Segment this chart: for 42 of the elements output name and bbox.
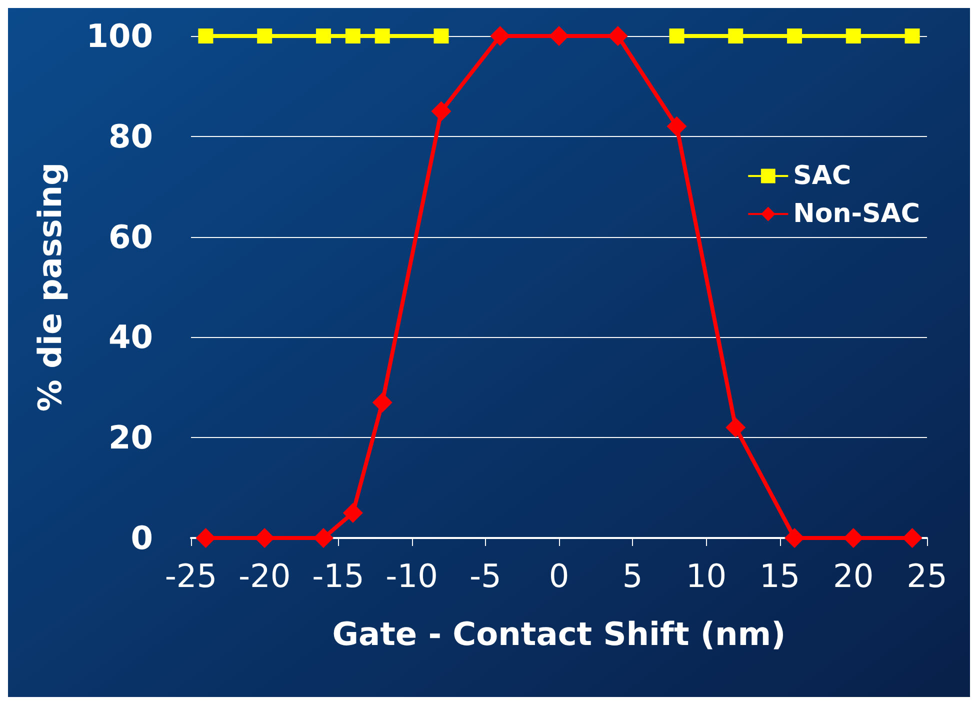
point: [198, 28, 214, 44]
point: [902, 528, 922, 548]
point: [490, 26, 510, 46]
y-tick-label: 60: [108, 218, 153, 256]
point: [666, 116, 687, 136]
x-tick-label: -10: [386, 557, 438, 595]
point: [846, 28, 861, 44]
point: [345, 28, 360, 44]
x-tick-label: 5: [622, 557, 643, 595]
point: [669, 28, 684, 44]
x-tick-label: 20: [833, 557, 874, 595]
legend-label: Non-SAC: [793, 199, 920, 229]
y-tick-label: 80: [108, 117, 153, 156]
point: [431, 101, 452, 122]
legend-label: SAC: [793, 161, 852, 191]
point: [549, 26, 569, 46]
point: [196, 528, 216, 548]
x-tick-label: -5: [469, 557, 502, 595]
point: [257, 28, 272, 44]
x-tick-label: -15: [312, 557, 364, 595]
x-tick-label: -25: [164, 557, 218, 595]
point: [728, 28, 744, 44]
point: [904, 28, 920, 44]
y-tick-label: 40: [108, 318, 153, 356]
x-axis-title: Gate - Contact Shift (nm): [332, 615, 786, 653]
y-tick-label: 20: [108, 418, 153, 457]
x-tick-label: -20: [238, 557, 291, 595]
y-tick-label: 0: [130, 519, 153, 557]
point: [372, 392, 392, 412]
x-tick-label: 15: [759, 557, 800, 595]
point: [342, 502, 363, 523]
point: [608, 26, 628, 46]
point: [374, 28, 390, 44]
point: [726, 418, 746, 438]
y-tick-label: 100: [86, 17, 153, 55]
x-tick-label: 10: [686, 557, 727, 595]
y-axis-title: % die passing: [31, 162, 69, 412]
x-tick-label: 0: [548, 557, 570, 595]
point: [316, 28, 331, 44]
point: [787, 28, 802, 44]
x-tick-label: 25: [906, 557, 948, 595]
point: [434, 28, 449, 44]
